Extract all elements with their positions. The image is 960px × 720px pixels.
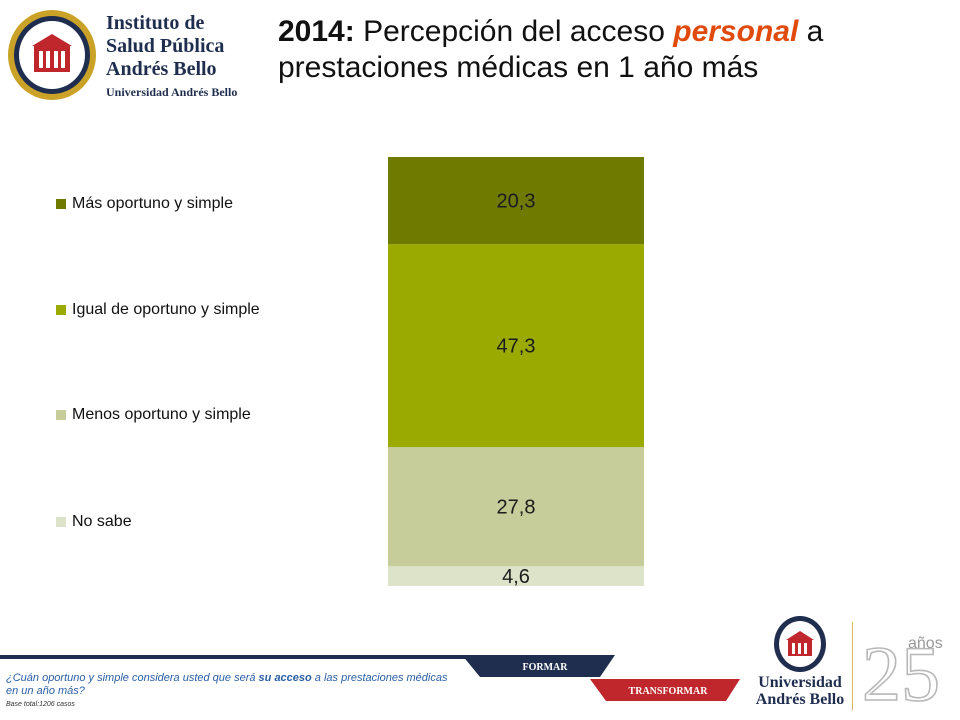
- footer-band: FORMAR TRANSFORMAR: [0, 655, 740, 701]
- legend-item-menos-oportuno: Menos oportuno y simple: [56, 405, 251, 425]
- title-emphasis: personal: [673, 15, 799, 48]
- legend-label: Más oportuno y simple: [72, 195, 233, 212]
- footer-rule: [0, 655, 490, 659]
- legend-item-igual-oportuno: Igual de oportuno y simple: [56, 300, 260, 320]
- institute-logo: Instituto de Salud Pública Andrés Bello …: [6, 6, 262, 106]
- survey-question: ¿Cuán oportuno y simple considera usted …: [6, 672, 456, 698]
- legend-item-no-sabe: No sabe: [56, 512, 132, 532]
- legend-label: Igual de oportuno y simple: [72, 301, 260, 318]
- question-text-bold: su acceso: [258, 672, 312, 684]
- logo-line-4: Universidad Andrés Bello: [106, 85, 238, 99]
- anniversary-number: 25: [862, 630, 940, 714]
- sample-base: Base total:1206 casos: [6, 701, 75, 708]
- title-before: Percepción del acceso: [354, 15, 674, 48]
- legend-item-mas-oportuno: Más oportuno y simple: [56, 194, 233, 214]
- anniversary-word: años: [908, 635, 943, 652]
- legend-label: No sabe: [72, 513, 132, 530]
- data-label-0: 20,3: [497, 191, 536, 213]
- logo-line-2: Salud Pública: [106, 35, 225, 57]
- bar-segment-1: [388, 244, 644, 448]
- bar-segment-3: [388, 566, 644, 586]
- page-title: 2014: Percepción del acceso personal a p…: [278, 14, 948, 86]
- question-text-pre: ¿Cuán oportuno y simple considera usted …: [6, 672, 259, 684]
- logo-line-1: Instituto de: [106, 12, 205, 34]
- legend-label: Menos oportuno y simple: [72, 406, 251, 423]
- title-after: a prestaciones médicas en 1 año más: [278, 15, 824, 84]
- bar-segment-0: [388, 157, 644, 245]
- title-year: 2014:: [278, 15, 355, 48]
- transformar-ribbon: [590, 679, 740, 701]
- legend-swatch: [56, 517, 66, 527]
- bar-segment-2: [388, 447, 644, 567]
- data-label-2: 27,8: [497, 497, 536, 519]
- question-text-post: a las prestaciones médicas en un año más…: [6, 672, 448, 697]
- formar-text: FORMAR: [523, 662, 569, 673]
- data-label-3: 4,6: [502, 566, 530, 588]
- transformar-text: TRANSFORMAR: [629, 686, 709, 697]
- legend-swatch: [56, 199, 66, 209]
- university-logo: Universidad Andrés Bello: [752, 612, 848, 714]
- university-name-2: Andrés Bello: [755, 691, 845, 708]
- legend-swatch: [56, 305, 66, 315]
- anniversary-25-icon: 25 años: [852, 622, 943, 714]
- university-name-1: Universidad: [758, 674, 842, 691]
- data-label-1: 47,3: [497, 336, 536, 358]
- university-seal-icon: [774, 616, 826, 672]
- institute-seal-icon: [8, 10, 96, 100]
- logo-line-3: Andrés Bello: [106, 58, 217, 80]
- legend-swatch: [56, 410, 66, 420]
- formar-ribbon: [462, 655, 615, 677]
